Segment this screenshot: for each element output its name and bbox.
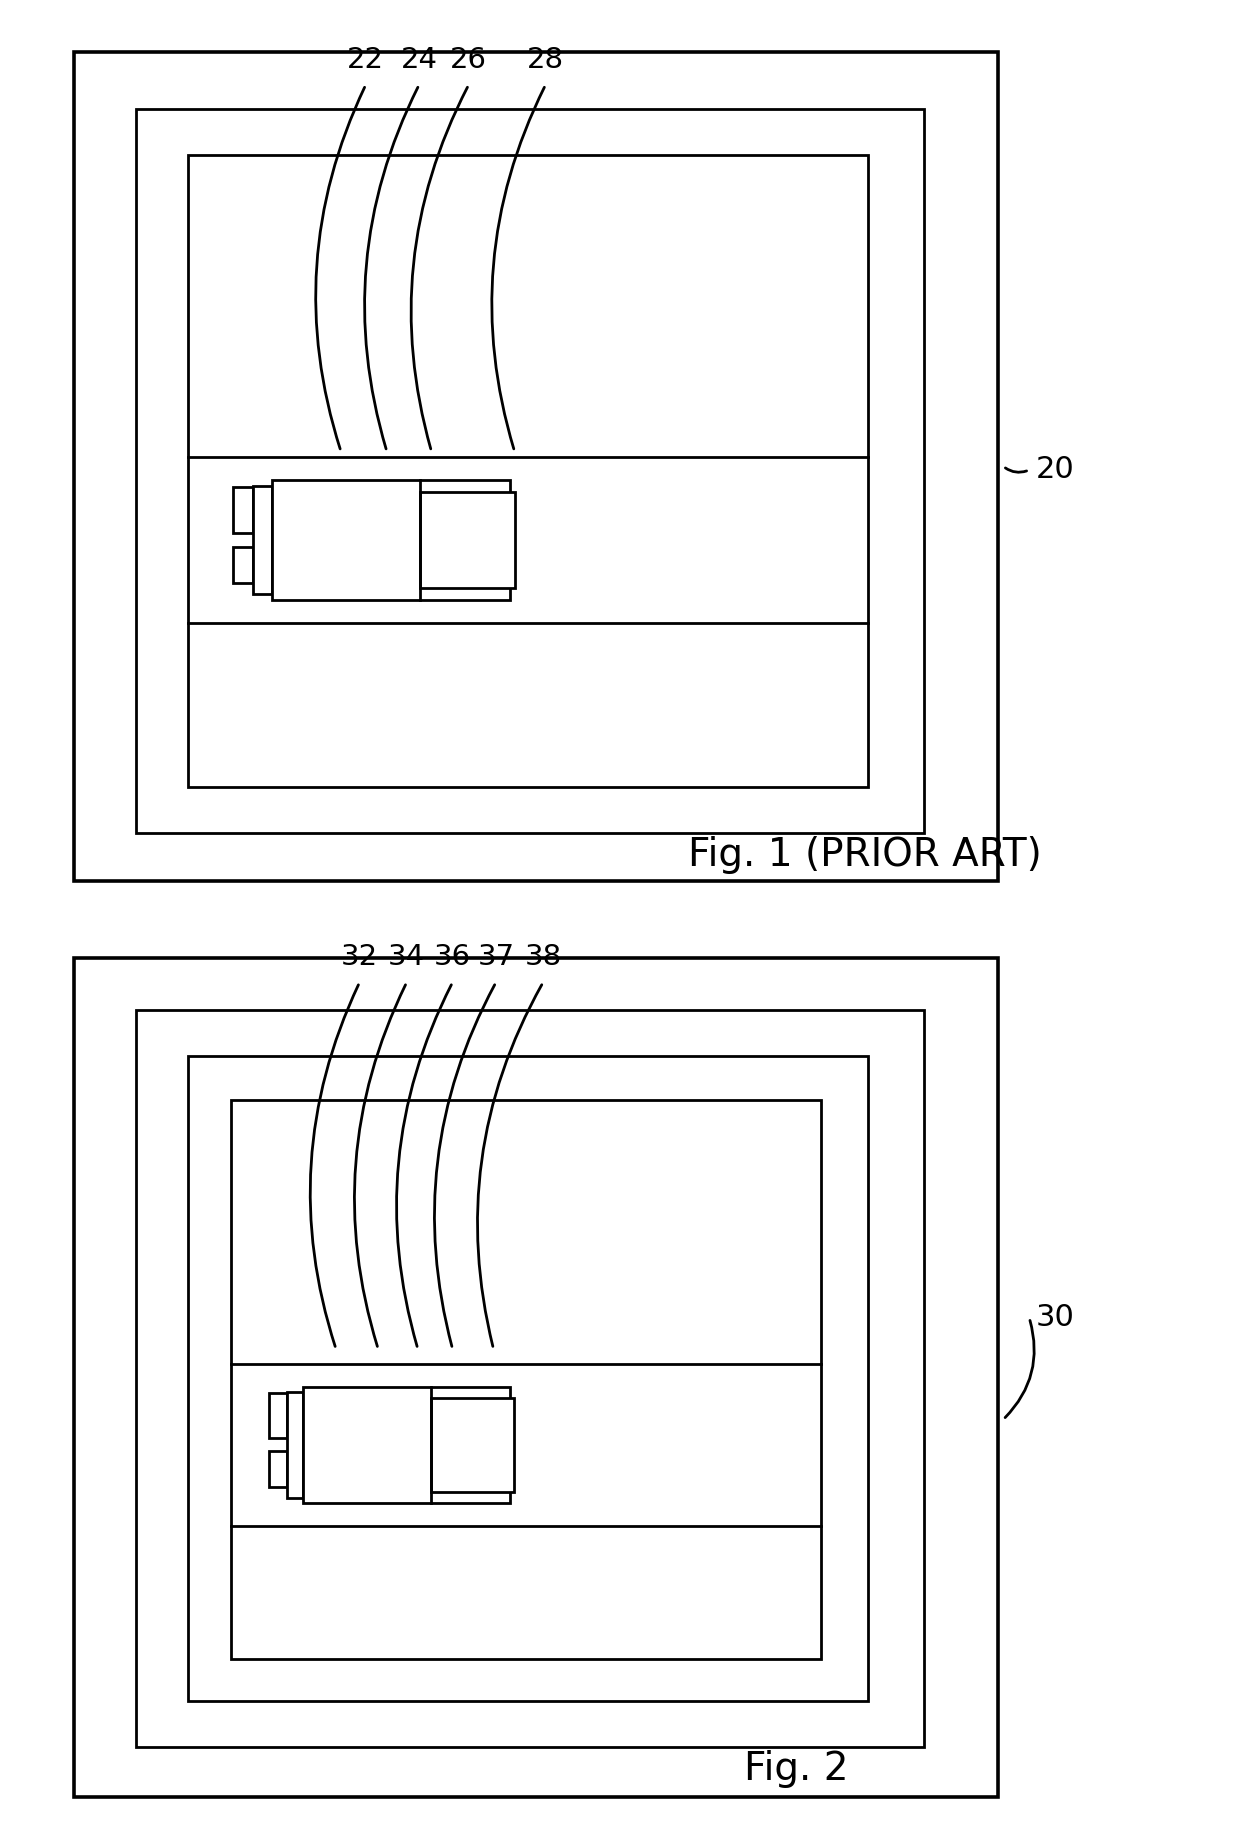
Bar [233,547,253,582]
Text: 36: 36 [434,944,471,971]
Bar [188,155,868,787]
Bar [304,1386,510,1504]
Bar [231,1100,821,1659]
Bar [269,1393,286,1438]
Bar [419,492,515,588]
Bar [188,1056,868,1701]
Text: Fig. 2: Fig. 2 [744,1749,848,1788]
Bar [272,481,510,599]
Text: 32: 32 [341,944,378,971]
Text: 22: 22 [347,46,384,74]
Bar [136,1010,924,1747]
Bar [253,487,272,593]
Bar [286,1391,304,1498]
Bar [269,1452,286,1487]
Text: 30: 30 [1035,1303,1074,1332]
Bar [136,109,924,833]
Text: 28: 28 [527,46,564,74]
Text: 34: 34 [388,944,425,971]
Text: 24: 24 [401,46,438,74]
Bar [233,487,253,533]
Bar [74,52,998,881]
Text: 20: 20 [1035,455,1074,485]
Bar [74,958,998,1797]
Text: 38: 38 [525,944,562,971]
Text: Fig. 1 (PRIOR ART): Fig. 1 (PRIOR ART) [688,835,1042,874]
Text: 37: 37 [477,944,515,971]
Bar [432,1397,513,1493]
Text: 26: 26 [450,46,487,74]
